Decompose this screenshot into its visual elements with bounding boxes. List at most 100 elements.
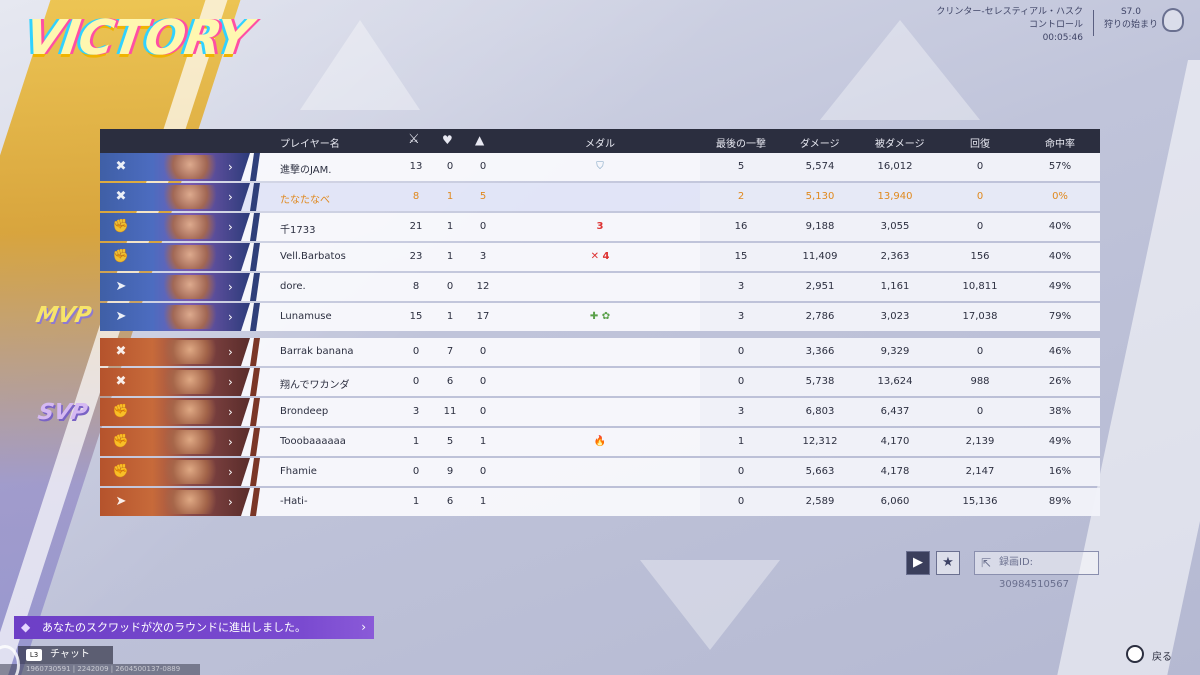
deaths: 1 (446, 221, 454, 232)
damage-taken: 6,060 (880, 496, 910, 507)
kills: 15 (409, 311, 423, 322)
player-row[interactable]: ✊ › Tooobaaaaaa 1 5 1 🔥 1 12,312 4,170 2,139 49% (100, 428, 1100, 456)
hero-face (155, 340, 225, 364)
damage-taken: 1,161 (880, 281, 910, 292)
hero-portrait: ✊ › (100, 428, 250, 456)
hero-role-icon: ✖ (115, 374, 127, 389)
final-blows: 0 (737, 346, 745, 357)
game-mode: コントロール (1028, 20, 1083, 30)
hero-face (155, 155, 225, 179)
chat-button[interactable]: L3 チャット (18, 646, 113, 664)
hero-face (155, 430, 225, 454)
deaths: 9 (446, 466, 454, 477)
chevron-right-icon: › (228, 220, 233, 234)
player-name: Lunamuse (280, 311, 332, 322)
header-damage: ダメージ (800, 139, 840, 150)
player-row[interactable]: ✊ › Brondeep 3 11 0 3 6,803 6,437 0 38% (100, 398, 1100, 426)
player-name: Vell.Barbatos (280, 251, 346, 262)
bg-triangle (640, 560, 780, 650)
damage-taken: 3,055 (880, 221, 910, 232)
healing: 15,136 (962, 496, 998, 507)
damage: 5,663 (805, 466, 835, 477)
share-icon: ⇱ (981, 556, 992, 570)
portrait-edge (250, 368, 260, 396)
accuracy: 40% (1048, 251, 1072, 262)
kills: 13 (409, 161, 423, 172)
final-blows: 3 (737, 311, 745, 322)
healing: 17,038 (962, 311, 998, 322)
match-time: 00:05:46 (1042, 33, 1083, 43)
portrait-edge (250, 153, 260, 181)
damage-taken: 6,437 (880, 406, 910, 417)
player-row[interactable]: ✖ › たなたなべ 8 1 5 2 5,130 13,940 0 0% (100, 183, 1100, 211)
player-row[interactable]: ➤ › Lunamuse 15 1 17 ✚ ✿ 3 2,786 3,023 17,038 79% (100, 303, 1100, 331)
hero-portrait: ✊ › (100, 213, 250, 241)
player-name: Tooobaaaaaa (280, 436, 346, 447)
assists: 0 (479, 221, 487, 232)
player-row[interactable]: ✖ › Barrak banana 0 7 0 0 3,366 9,329 0 46% (100, 338, 1100, 366)
hero-role-icon: ✊ (112, 219, 130, 234)
damage: 2,786 (805, 311, 835, 322)
damage: 5,130 (805, 191, 835, 202)
final-blows: 15 (734, 251, 748, 262)
damage-taken: 13,940 (877, 191, 913, 202)
map-name: クリンター-セレスティアル・ハスク (936, 7, 1083, 17)
header-player: プレイヤー名 (280, 139, 340, 150)
favorite-button[interactable]: ★ (936, 551, 960, 575)
portrait-edge (250, 338, 260, 366)
final-blows: 3 (737, 406, 745, 417)
stat-area (700, 153, 1100, 181)
chevron-right-icon: › (361, 620, 366, 634)
assists: 1 (479, 436, 487, 447)
hero-portrait: ✖ › (100, 183, 250, 211)
back-button[interactable]: 戻る (1126, 645, 1172, 663)
accuracy: 57% (1048, 161, 1072, 172)
header-accuracy: 命中率 (1045, 139, 1075, 150)
healing: 10,811 (962, 281, 998, 292)
stat-area (700, 273, 1100, 301)
final-blows: 0 (737, 466, 745, 477)
medals: ✚ ✿ (589, 311, 611, 322)
player-row[interactable]: ➤ › dore. 8 0 12 3 2,951 1,161 10,811 49% (100, 273, 1100, 301)
kills: 3 (412, 406, 420, 417)
stat-area (700, 398, 1100, 426)
deaths: 0 (446, 161, 454, 172)
hero-portrait: ➤ › (100, 488, 250, 516)
healing: 2,139 (965, 436, 995, 447)
damage-taken: 3,023 (880, 311, 910, 322)
player-row[interactable]: ✊ › Fhamie 0 9 0 0 5,663 4,178 2,147 16% (100, 458, 1100, 486)
final-blows: 5 (737, 161, 745, 172)
assists: 3 (479, 251, 487, 262)
squad-notice[interactable]: ◆ あなたのスクワッドが次のラウンドに進出しました。 › (14, 616, 374, 639)
portrait-edge (250, 488, 260, 516)
final-blows: 3 (737, 281, 745, 292)
squad-icon: ◆ (21, 620, 31, 634)
crossed-swords-icon: ⚔ (408, 132, 420, 147)
deaths: 1 (446, 251, 454, 262)
player-row[interactable]: ✊ › Vell.Barbatos 23 1 3 ✕ 4 15 11,409 2,363 156 40… (100, 243, 1100, 271)
replay-id-button[interactable]: ⇱ 録画ID: 30984510567 (974, 551, 1099, 590)
player-row[interactable]: ➤ › -Hati- 1 6 1 0 2,589 6,060 15,136 89% (100, 488, 1100, 516)
assists: 17 (476, 311, 490, 322)
broken-heart-icon: ♥ (442, 133, 453, 147)
damage: 6,803 (805, 406, 835, 417)
bg-triangle (820, 20, 980, 120)
player-row[interactable]: ✖ › 進撃のJAM. 13 0 0 ⛉ 5 5,574 16,012 0 57% (100, 153, 1100, 181)
damage: 9,188 (805, 221, 835, 232)
player-row[interactable]: ✖ › 翔んでワカンダ 0 6 0 0 5,738 13,624 988 26% (100, 368, 1100, 396)
scoreboard: プレイヤー名 ⚔ ♥ ▲ メダル 最後の一撃 ダメージ 被ダメージ 回復 命中率… (100, 129, 1100, 518)
mvp-badge: MVP (33, 303, 94, 328)
kills: 21 (409, 221, 423, 232)
healing: 0 (976, 346, 984, 357)
play-replay-button[interactable]: ▶ (906, 551, 930, 575)
hero-face (155, 275, 225, 299)
portrait-edge (250, 398, 260, 426)
header-final-blow: 最後の一撃 (716, 139, 766, 150)
player-name: Fhamie (280, 466, 317, 477)
chat-label: チャット (50, 649, 90, 660)
header-medals: メダル (585, 139, 615, 150)
kills: 1 (412, 436, 420, 447)
player-row[interactable]: ✊ › 千1733 21 1 0 3 16 9,188 3,055 0 40% (100, 213, 1100, 241)
damage: 12,312 (802, 436, 838, 447)
assists: 0 (479, 406, 487, 417)
